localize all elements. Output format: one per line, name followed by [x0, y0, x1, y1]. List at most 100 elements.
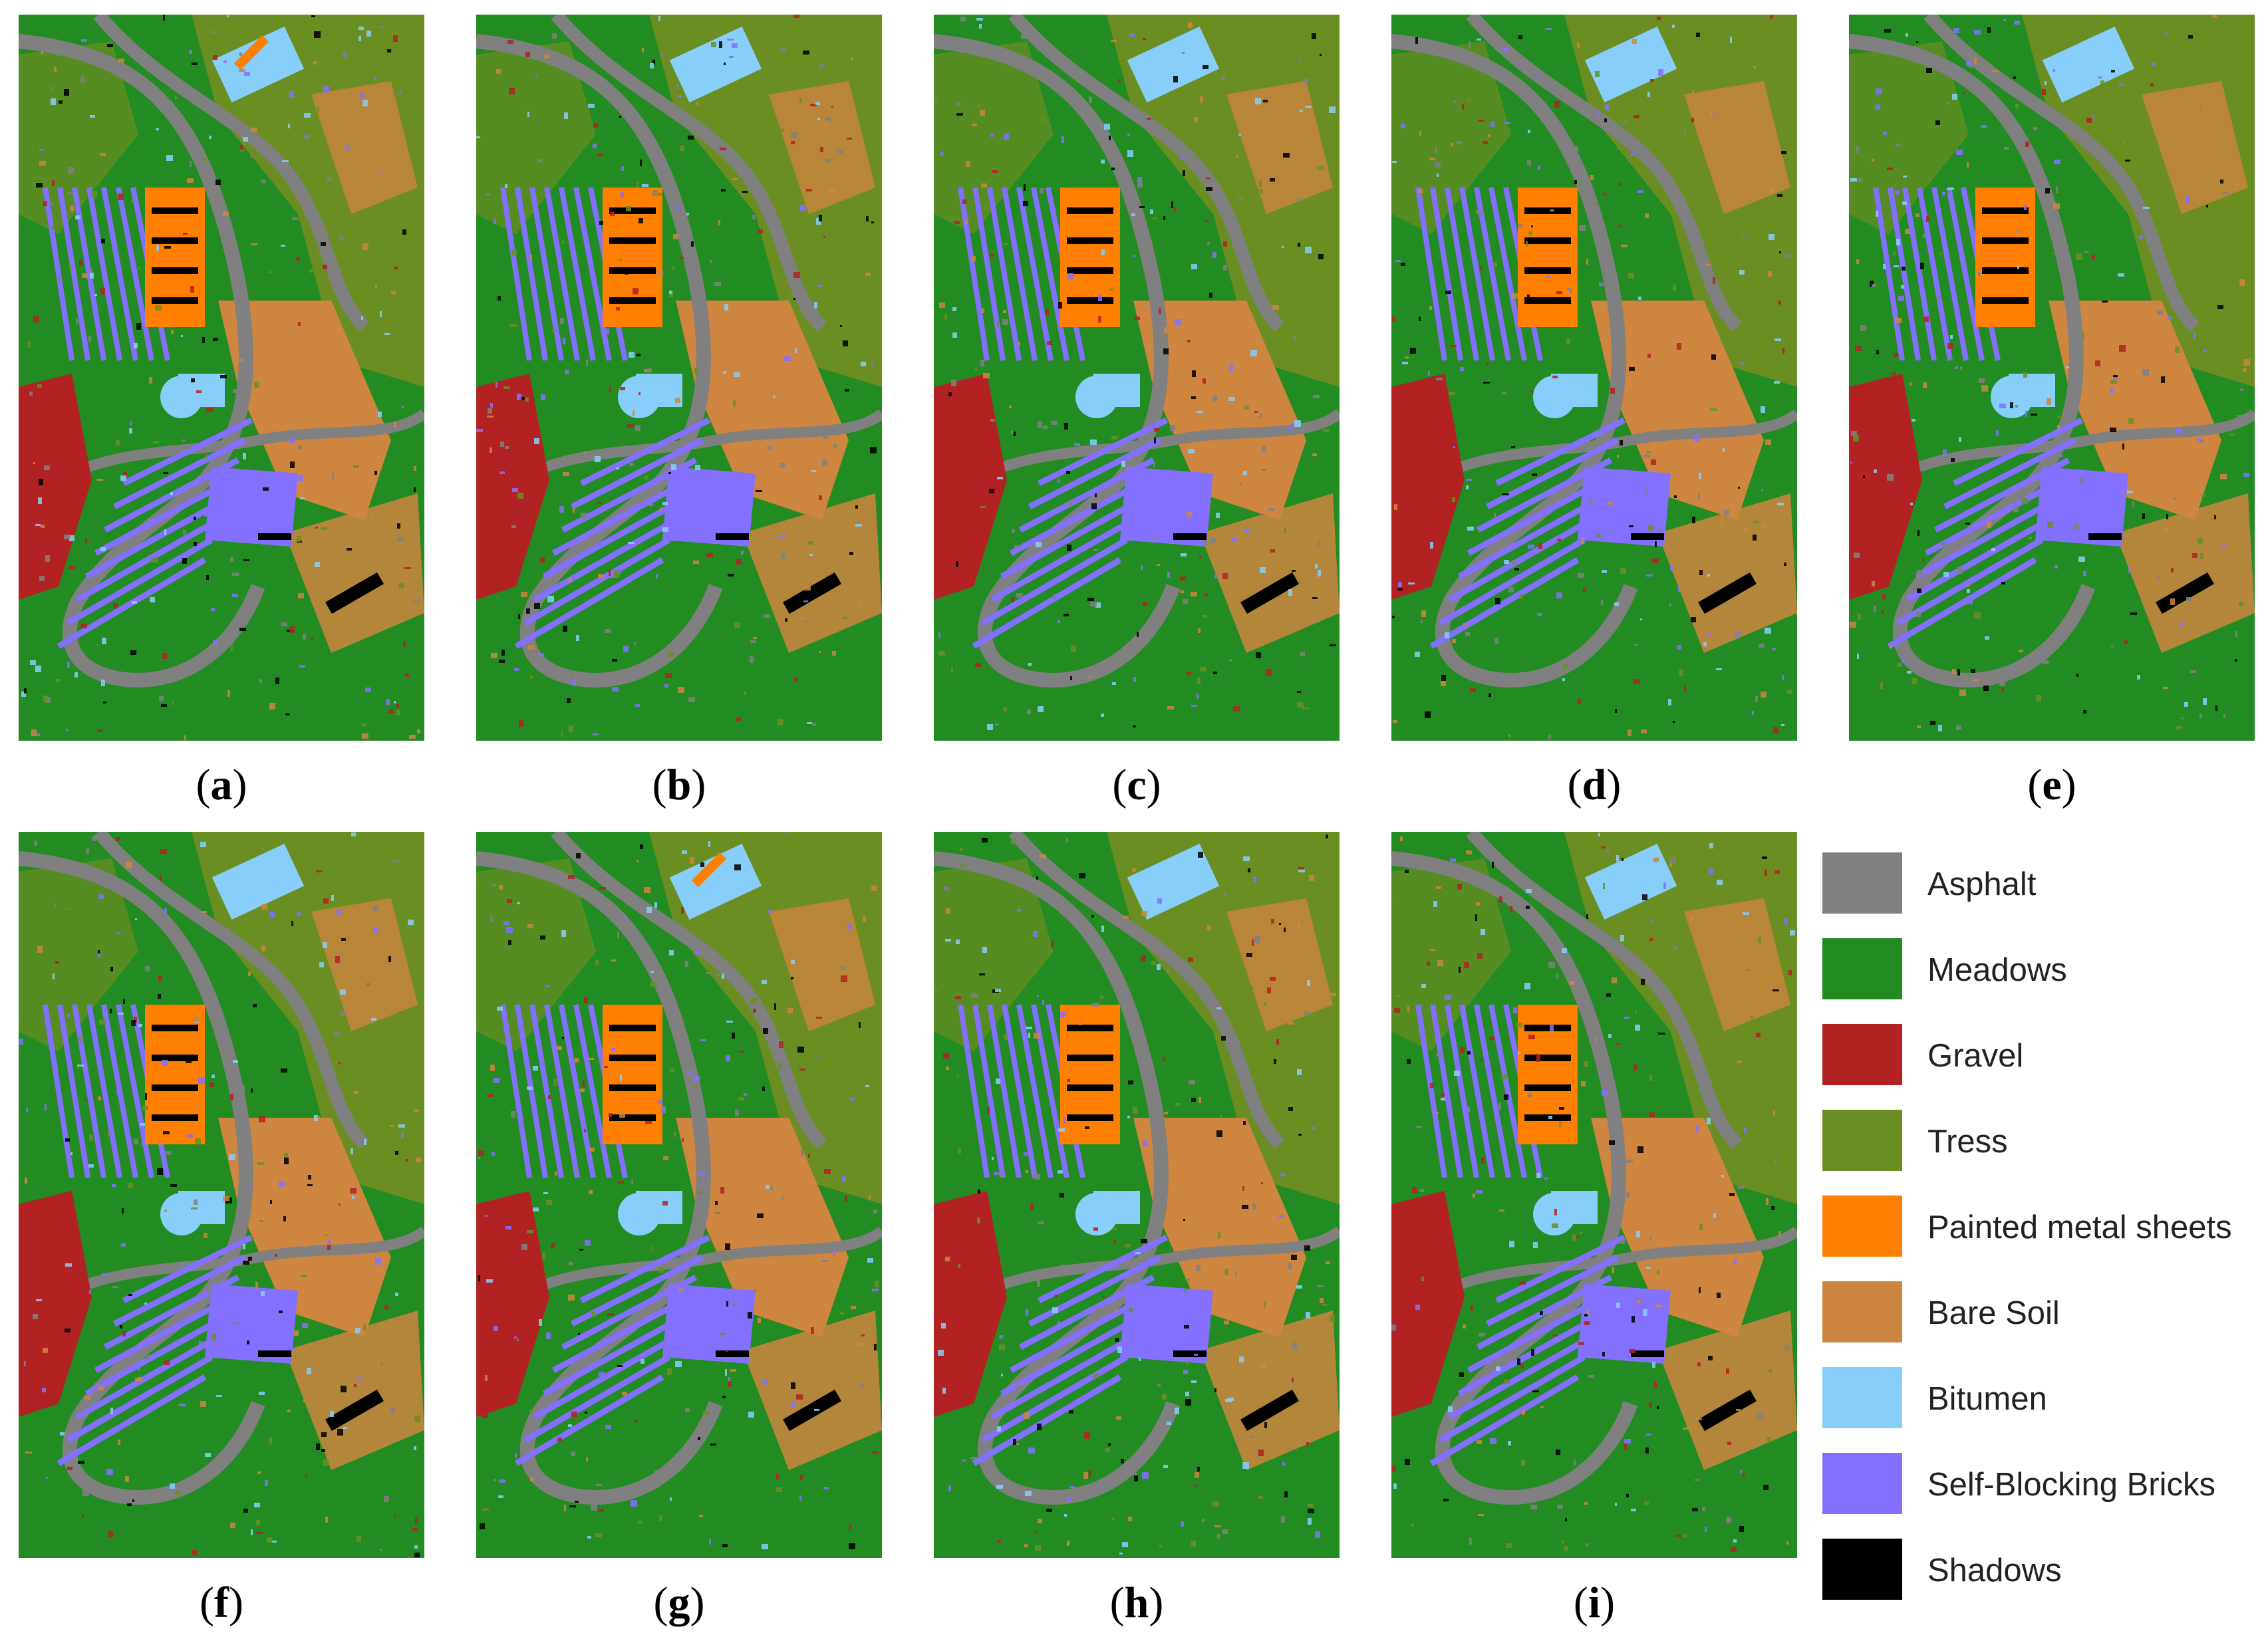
classified-pixel-cluster	[995, 989, 1001, 992]
classified-pixel-cluster	[1163, 84, 1167, 90]
bricks-parking-row	[66, 1354, 213, 1443]
classified-pixel-cluster	[1699, 1224, 1703, 1230]
classified-pixel-cluster	[1739, 1526, 1744, 1532]
bricks-parking-row	[542, 1315, 684, 1396]
classified-pixel-cluster	[1499, 896, 1502, 903]
classified-pixel-cluster	[1108, 1443, 1111, 1446]
classified-pixel-cluster	[131, 198, 134, 203]
panel-caption-letter: b	[666, 761, 692, 809]
classified-pixel-cluster	[251, 128, 257, 132]
classified-pixel-cluster	[1276, 1039, 1279, 1045]
classified-pixel-cluster	[1121, 1459, 1124, 1463]
classified-pixel-cluster	[1721, 1175, 1724, 1178]
classified-pixel-cluster	[962, 1459, 966, 1461]
classified-pixel-cluster	[1308, 1073, 1310, 1076]
classified-pixel-cluster	[1063, 614, 1069, 616]
classified-pixel-cluster	[823, 434, 827, 439]
bricks-parking-row	[1430, 187, 1463, 361]
classified-pixel-cluster	[646, 1207, 651, 1210]
classified-pixel-cluster	[2186, 597, 2192, 601]
classified-pixel-cluster	[2118, 273, 2124, 277]
bricks-parking-row	[101, 1004, 138, 1178]
panel-caption-a: (a)	[196, 761, 247, 809]
classified-pixel-cluster	[1163, 348, 1169, 354]
classified-pixel-cluster	[814, 1409, 819, 1411]
classified-pixel-cluster	[1967, 589, 1970, 593]
classified-pixel-cluster	[1605, 104, 1610, 110]
classified-pixel-cluster	[954, 221, 960, 224]
classified-pixel-cluster	[629, 352, 635, 358]
classified-pixel-cluster	[51, 87, 54, 91]
classified-pixel-cluster	[1079, 873, 1085, 878]
classified-pixel-cluster	[128, 1294, 132, 1296]
classified-pixel-cluster	[25, 1452, 32, 1454]
classified-pixel-cluster	[323, 86, 329, 92]
classified-pixel-cluster	[849, 1098, 855, 1100]
classified-pixel-cluster	[1943, 572, 1949, 577]
classified-pixel-cluster	[692, 21, 698, 23]
classified-pixel-cluster	[1089, 96, 1092, 103]
classified-pixel-cluster	[1206, 187, 1212, 191]
classified-pixel-cluster	[726, 1301, 728, 1307]
classified-pixel-cluster	[607, 1313, 614, 1316]
legend-label: Bare Soil	[1927, 1295, 2060, 1331]
asphalt-road	[1391, 34, 1638, 688]
classified-pixel-cluster	[863, 916, 866, 922]
classified-pixel-cluster	[621, 166, 624, 171]
classified-pixel-cluster	[1647, 354, 1651, 358]
classified-pixel-cluster	[1544, 1178, 1548, 1180]
classified-pixel-cluster	[753, 1009, 756, 1013]
classified-pixel-cluster	[1147, 118, 1151, 120]
classified-pixel-cluster	[1499, 1209, 1504, 1211]
classified-pixel-cluster	[301, 1275, 307, 1277]
bricks-parking-row	[1474, 1004, 1511, 1178]
bricks-parking-row	[112, 1254, 247, 1327]
bricks-parking-row	[551, 477, 691, 556]
classified-pixel-cluster	[309, 269, 313, 273]
classified-pixel-cluster	[1615, 1503, 1617, 1506]
classified-pixel-cluster	[1477, 1440, 1482, 1444]
bricks-parking-row	[75, 517, 220, 602]
classified-pixel-cluster	[1889, 645, 1892, 648]
classified-pixel-cluster	[1746, 36, 1749, 40]
classified-pixel-cluster	[1556, 973, 1558, 979]
classified-pixel-cluster	[2175, 346, 2180, 353]
classified-pixel-cluster	[1557, 1505, 1563, 1509]
classified-pixel-cluster	[1478, 1514, 1484, 1516]
classified-pixel-cluster	[297, 475, 303, 481]
classified-pixel-cluster	[243, 1261, 249, 1265]
classified-pixel-cluster	[35, 666, 41, 672]
classified-pixel-cluster	[74, 672, 78, 678]
classified-pixel-cluster	[1084, 1432, 1090, 1439]
classified-pixel-cluster	[1637, 1300, 1641, 1303]
classified-pixel-cluster	[1711, 354, 1716, 360]
gravel-region	[476, 374, 549, 600]
classified-pixel-cluster	[1466, 850, 1472, 854]
shadow-region	[258, 1350, 291, 1357]
bricks-parking-row	[1488, 1004, 1527, 1178]
shadow-strip	[1982, 207, 2029, 214]
classified-pixel-cluster	[78, 1036, 83, 1042]
classified-pixel-cluster	[2013, 76, 2016, 79]
classified-pixel-cluster	[1781, 151, 1786, 154]
classified-pixel-cluster	[1896, 239, 1900, 245]
classified-pixel-cluster	[1708, 1356, 1713, 1360]
classified-pixel-cluster	[1622, 1402, 1626, 1408]
classified-pixel-cluster	[840, 325, 842, 327]
bricks-parking-row	[1031, 187, 1069, 361]
classified-pixel-cluster	[97, 729, 102, 732]
classified-pixel-cluster	[781, 1196, 783, 1200]
classified-pixel-cluster	[710, 1444, 716, 1446]
classified-pixel-cluster	[402, 229, 406, 235]
classified-pixel-cluster	[726, 1021, 733, 1023]
classified-pixel-cluster	[327, 177, 332, 181]
classified-pixel-cluster	[785, 832, 788, 834]
classified-pixel-cluster	[629, 463, 634, 466]
classified-pixel-cluster	[1222, 1529, 1228, 1534]
classified-pixel-cluster	[1774, 870, 1780, 874]
classified-pixel-cluster	[373, 906, 378, 912]
classified-pixel-cluster	[990, 254, 994, 257]
trees-region	[1391, 41, 1511, 234]
legend-label: Painted metal sheets	[1927, 1209, 2232, 1245]
classified-pixel-cluster	[1089, 676, 1091, 678]
